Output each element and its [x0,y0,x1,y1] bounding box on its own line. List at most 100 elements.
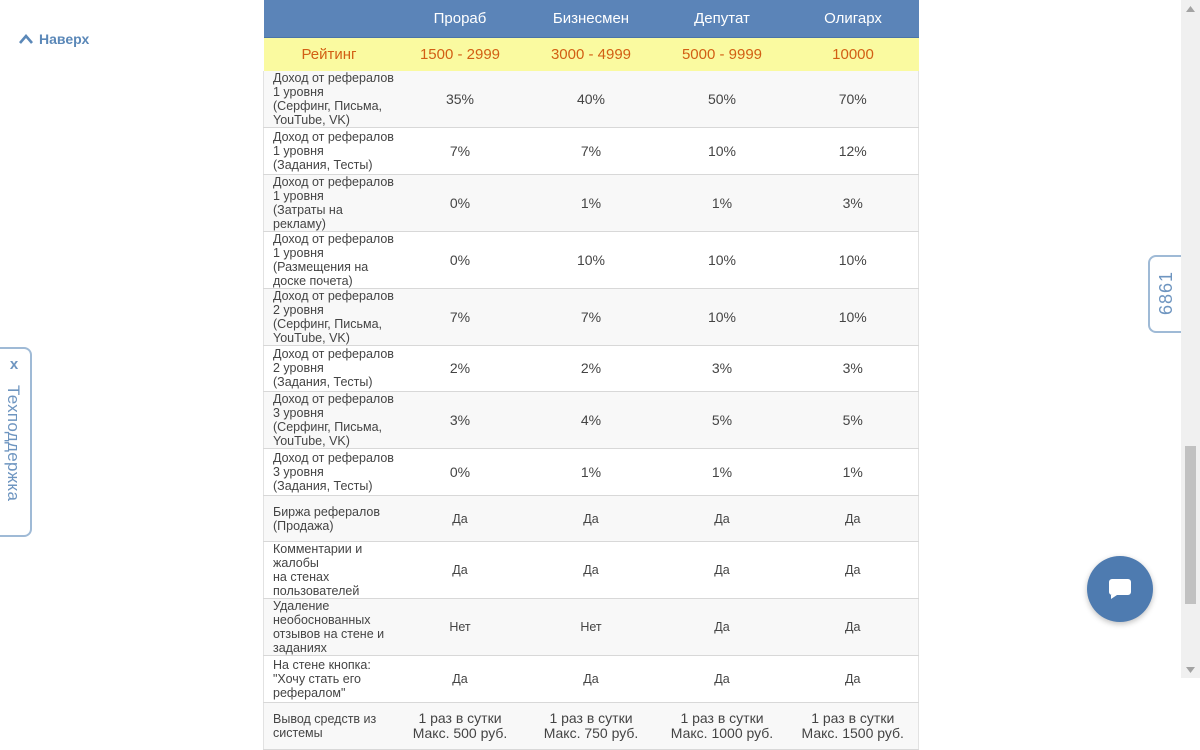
payout-limit: Макс. 750 руб. [543,724,639,741]
row-label-title: Доход от рефералов 1 уровня [273,174,394,203]
back-to-top-label: Наверх [39,31,90,47]
vertical-scrollbar[interactable] [1181,0,1200,678]
table-cell: 10% [787,231,919,289]
table-cell: 0% [394,174,526,232]
row-label: Доход от рефералов 1 уровня (Серфинг, Пис… [263,71,395,128]
table-cell: 10% [787,288,919,346]
table-row: Биржа рефералов (Продажа) Да Да Да Да [263,495,919,543]
table-cell: 5% [787,391,919,450]
table-cell: 40% [525,71,657,128]
row-label-title: Биржа рефералов [273,504,380,519]
table-cell: 1% [656,448,788,496]
row-label: Доход от рефералов 1 уровня (Задания, Тес… [263,127,395,175]
table-cell: 7% [394,127,526,175]
table-cell: 10% [525,231,657,289]
scroll-up-arrow-icon[interactable] [1181,0,1200,17]
table-row: На стене кнопка: "Хочу стать его реферало… [263,655,919,703]
table-header-row: Прораб Бизнесмен Депутат Олигарх [263,0,919,38]
status-comparison-table: Прораб Бизнесмен Депутат Олигарх Рейтинг… [263,0,919,750]
scrollbar-thumb[interactable] [1185,446,1196,604]
table-cell: Да [656,598,788,657]
row-label: Вывод средств из системы [263,702,395,750]
table-row: Доход от рефералов 1 уровня (Затраты на р… [263,174,919,232]
payout-cell: 1 раз в сутки Макс. 1000 руб. [656,702,788,750]
table-cell: 0% [394,231,526,289]
rating-label: Рейтинг [263,37,395,71]
table-row: Комментарии и жалобы на стенах пользовате… [263,541,919,600]
table-row: Доход от рефералов 2 уровня (Серфинг, Пис… [263,288,919,346]
table-cell: 5% [656,391,788,450]
table-row: Доход от рефералов 3 уровня (Задания, Тес… [263,448,919,496]
column-header: Олигарх [787,0,919,38]
scroll-down-arrow-icon[interactable] [1181,661,1200,678]
back-to-top-link[interactable]: Наверх [17,31,89,47]
row-label-title: Доход от рефералов 1 уровня [273,231,394,260]
row-label-title: Доход от рефералов 2 уровня [273,288,394,317]
table-cell: 2% [394,345,526,393]
row-label: Доход от рефералов 3 уровня (Серфинг, Пис… [263,391,395,450]
table-cell: Нет [394,598,526,657]
row-label-title: Доход от рефералов 3 уровня [273,392,394,421]
chat-bubble-icon [1109,579,1131,599]
payout-cell: 1 раз в сутки Макс. 750 руб. [525,702,657,750]
row-label: Доход от рефералов 3 уровня (Задания, Тес… [263,448,395,496]
row-label-title: Комментарии и жалобы [273,542,363,571]
row-label: Доход от рефералов 1 уровня (Затраты на р… [263,174,395,232]
row-label: Доход от рефералов 1 уровня (Размещения н… [263,231,395,289]
payout-limit: Макс. 500 руб. [412,724,508,741]
rating-value: 3000 - 4999 [525,37,657,71]
table-row: Удаление необоснованных отзывов на стене … [263,598,919,657]
table-cell: 3% [787,174,919,232]
row-label-detail: (Размещения на доске почета) [273,259,369,288]
table-cell: 1% [787,448,919,496]
chat-button[interactable] [1087,556,1153,622]
table-cell: 50% [656,71,788,128]
table-cell: Да [525,655,657,703]
row-label-detail: (Продажа) [273,518,334,533]
table-cell: 0% [394,448,526,496]
row-label-detail: (Серфинг, Письма, YouTube, VK) [273,316,382,345]
payout-cell: 1 раз в сутки Макс. 500 руб. [394,702,526,750]
row-label-detail: "Хочу стать его рефералом" [273,672,361,701]
table-cell: Да [787,655,919,703]
rating-value: 10000 [787,37,919,71]
table-cell: Да [656,655,788,703]
table-cell: 10% [656,127,788,175]
rating-value: 1500 - 2999 [394,37,526,71]
row-label-detail: (Серфинг, Письма, YouTube, VK) [273,99,382,127]
table-cell: 12% [787,127,919,175]
column-header: Депутат [656,0,788,38]
row-label-title: На стене кнопка: [273,658,371,673]
row-label-title: Доход от рефералов 3 уровня [273,450,394,479]
table-row: Доход от рефералов 1 уровня (Размещения н… [263,231,919,289]
payout-frequency: 1 раз в сутки [680,709,764,726]
table-cell: 4% [525,391,657,450]
payout-frequency: 1 раз в сутки [418,709,502,726]
row-label: Удаление необоснованных отзывов на стене … [263,598,395,657]
row-label-detail: отзывов на стене и заданиях [273,627,385,656]
table-cell: Да [787,598,919,657]
rating-value: 5000 - 9999 [656,37,788,71]
support-tab[interactable]: x Техподдержка [0,347,32,537]
support-label: Техподдержка [4,385,23,502]
payout-frequency: 1 раз в сутки [549,709,633,726]
row-label-detail: на стенах пользователей [273,570,360,599]
close-icon[interactable]: x [9,356,19,373]
visitor-counter-tab[interactable]: 6861 [1148,255,1184,333]
table-cell: 35% [394,71,526,128]
payout-row: Вывод средств из системы 1 раз в сутки Мак… [263,702,919,750]
row-label-detail: (Затраты на рекламу) [273,202,343,231]
table-cell: 1% [525,174,657,232]
table-cell: 7% [394,288,526,346]
row-label-detail: (Задания, Тесты) [273,478,373,493]
column-header: Прораб [394,0,526,38]
table-cell: 2% [525,345,657,393]
table-cell: Да [787,541,919,600]
row-label-detail: (Задания, Тесты) [273,157,373,172]
table-cell: 10% [656,288,788,346]
table-cell: 3% [394,391,526,450]
row-label-detail: (Серфинг, Письма, YouTube, VK) [273,420,382,449]
row-label-title: Удаление необоснованных [273,599,371,628]
row-label-title: Доход от рефералов 1 уровня [273,129,394,158]
row-label-detail: (Задания, Тесты) [273,375,373,390]
